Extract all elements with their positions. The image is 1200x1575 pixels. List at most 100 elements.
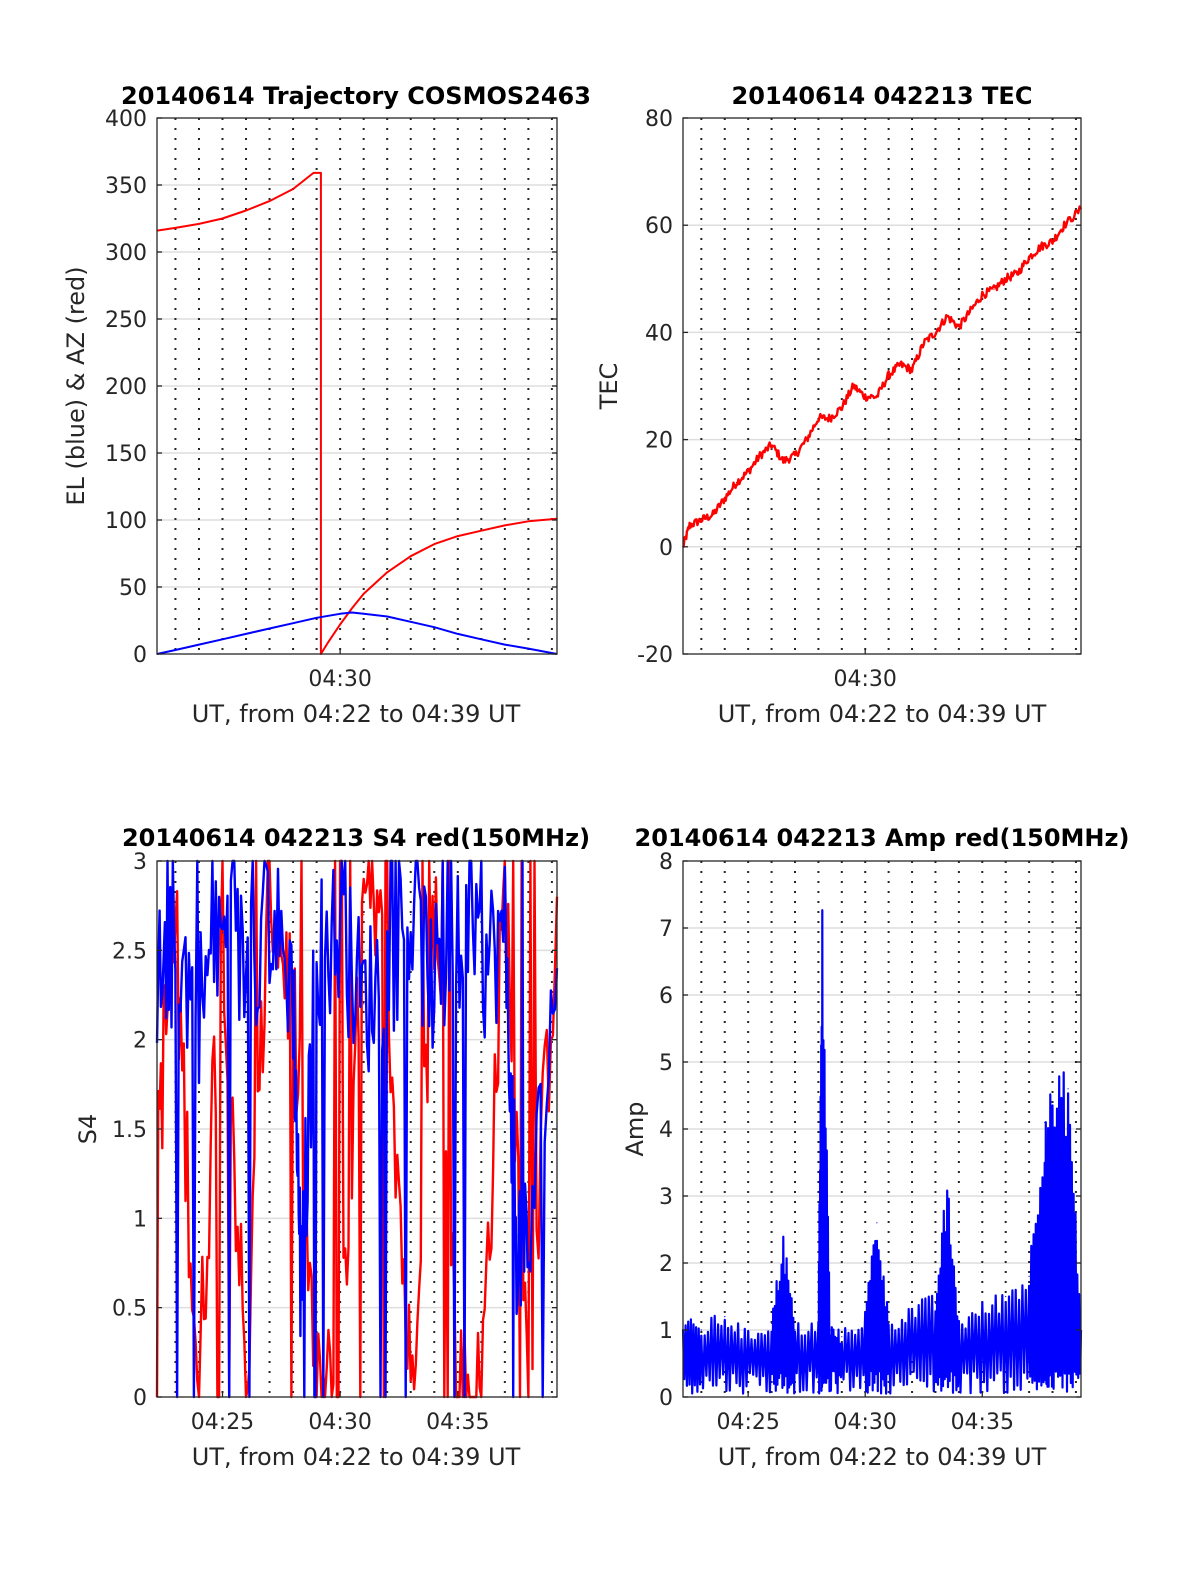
data-point [268,627,271,630]
data-point [504,644,506,646]
data-point [841,1336,843,1338]
series-line-a [681,205,1083,548]
data-point [516,1235,518,1237]
data-point [946,315,948,317]
x-tick-label: 04:30 [834,667,897,692]
y-tick-label: 300 [105,241,147,266]
data-point [386,967,388,969]
tec-plot-area: -20 0 20 40 60 80 04:30 [637,107,1083,692]
data-point [700,1329,702,1331]
data-point [527,648,530,650]
data-point [724,498,726,500]
s4-panel: 20140614 042213 S4 red(150MHz) S4 UT, fr… [74,824,590,1471]
y-tick-label: 400 [105,107,147,132]
series-line-a [681,909,1083,1395]
data-point [747,1336,749,1338]
data-point [864,396,866,398]
data-point [700,519,702,521]
data-point [433,985,435,987]
data-point [410,555,412,557]
data-point [351,607,353,610]
data-point [1028,1275,1030,1277]
y-tick-label: 20 [645,429,673,454]
x-tick-label: 04:25 [191,1410,254,1435]
data-point [433,626,435,628]
data-point [457,535,459,537]
data-point [457,633,459,635]
y-tick-label: -20 [637,643,673,668]
series-line-b [155,859,559,1399]
y-tick-label: 250 [105,308,147,333]
amp-panel: 20140614 042213 Amp red(150MHz) Amp UT, … [621,824,1129,1471]
data-point [363,593,365,595]
data-point [876,396,878,398]
y-tick-label: 0.5 [112,1297,147,1322]
x-tick-label: 04:30 [834,1410,897,1435]
trajectory-plot-area: 0 50 100 150 200 250 300 350 400 04:30 [105,107,558,692]
data-point [821,940,823,943]
amp-ylabel: Amp [621,1101,649,1156]
s4-plot-area: 0 0.5 1 1.5 2 2.5 3 04:25 04:30 04:35 [112,850,559,1435]
data-point [351,611,353,614]
data-point [970,310,972,312]
y-tick-label: 0 [133,1386,147,1411]
data-point [958,326,960,328]
y-tick-label: 50 [119,576,147,601]
amp-plot-area: 0 1 2 3 4 5 6 7 8 04:25 04:30 04:35 [659,850,1083,1435]
data-point [300,1289,302,1291]
y-tick-label: 150 [105,442,147,467]
data-point [174,649,176,651]
trajectory-xlabel: UT, from 04:22 to 04:39 UT [192,700,521,728]
data-point [934,1302,937,1304]
data-point [174,227,176,229]
data-point [410,914,412,916]
data-point [1044,1121,1046,1123]
data-point [689,524,691,527]
data-point [339,931,341,934]
data-point [312,172,315,174]
data-point [292,985,294,987]
data-point [363,613,365,615]
x-tick-label: 04:25 [716,1410,779,1435]
y-tick-label: 0 [659,536,673,561]
y-tick-label: 4 [659,1118,673,1143]
data-point [1016,272,1019,274]
trajectory-panel: 20140614 Trajectory COSMOS2463 EL (blue)… [62,82,591,728]
data-point [794,455,796,457]
data-point [771,1322,773,1324]
y-tick-label: 100 [105,509,147,534]
s4-ylabel: S4 [74,1114,102,1145]
data-point [864,1316,866,1318]
data-point [339,623,341,626]
x-tick-label: 04:35 [951,1410,1014,1435]
y-tick-label: 1.5 [112,1118,147,1143]
data-point [911,1309,913,1311]
data-point [911,369,913,371]
data-point [386,571,388,573]
data-point [1051,1115,1054,1117]
tec-title: 20140614 042213 TEC [732,82,1033,110]
data-point [724,1316,726,1318]
tec-xlabel: UT, from 04:22 to 04:39 UT [718,700,1047,728]
data-point [1005,278,1007,280]
data-point [245,633,247,635]
data-point [958,1322,960,1324]
data-point [747,471,749,473]
data-point [771,444,773,446]
data-point [841,406,843,408]
data-point [946,1195,948,1197]
data-point [1067,1088,1069,1090]
data-point [981,294,983,296]
data-point [1005,1295,1007,1298]
amp-xlabel: UT, from 04:22 to 04:39 UT [718,1443,1047,1471]
data-point [993,288,995,291]
data-point [363,1003,365,1005]
data-point [806,439,808,441]
x-tick-label: 04:30 [308,667,371,692]
y-tick-label: 2 [659,1252,673,1277]
s4-title: 20140614 042213 S4 red(150MHz) [122,824,590,852]
data-point [363,914,365,916]
trajectory-ylabel: EL (blue) & AZ (red) [62,266,90,505]
amp-title: 20140614 042213 Amp red(150MHz) [635,824,1130,852]
y-tick-label: 1 [659,1319,673,1344]
